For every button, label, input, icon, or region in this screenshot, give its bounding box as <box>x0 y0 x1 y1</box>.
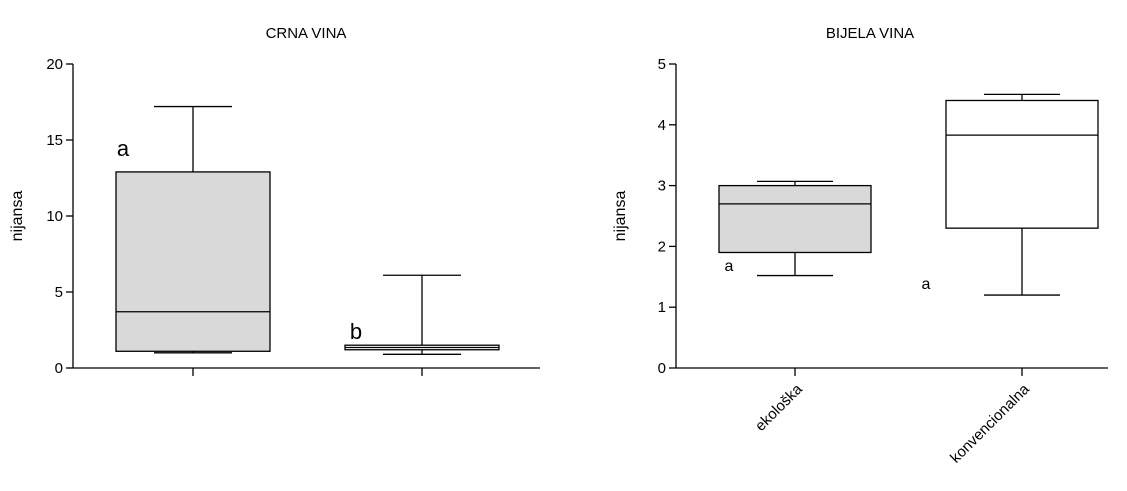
y-tick-label: 0 <box>55 360 63 377</box>
y-tick-label: 0 <box>658 360 666 377</box>
y-tick-label: 1 <box>658 299 666 316</box>
y-tick-label: 5 <box>658 56 666 73</box>
box-plot-1: a ekološka <box>718 180 872 435</box>
chart-title: CRNA VINA <box>266 25 347 42</box>
box-plot-1: a <box>115 105 271 376</box>
chart-crna-vina: CRNA VINA nijansa 0 5 10 15 20 a b <box>9 25 540 377</box>
chart-title: BIJELA VINA <box>826 25 914 42</box>
x-category-label: konvencionalna <box>947 380 1033 466</box>
iqr-box <box>115 171 271 352</box>
y-axis-label: nijansa <box>9 191 26 242</box>
significance-letter: a <box>725 258 734 275</box>
significance-letter: b <box>350 319 362 344</box>
y-tick-label: 4 <box>658 117 666 134</box>
y-tick-label: 10 <box>46 208 63 225</box>
x-category-label: ekološka <box>752 380 806 434</box>
iqr-box <box>945 99 1099 229</box>
chart-bijela-vina: BIJELA VINA nijansa 0 1 2 3 4 5 a ekološka a konv… <box>612 25 1108 467</box>
y-tick-label: 3 <box>658 178 666 195</box>
significance-letter: a <box>922 276 931 293</box>
y-tick-label: 20 <box>46 56 63 73</box>
y-tick-label: 5 <box>55 284 63 301</box>
y-tick-label: 15 <box>46 132 63 149</box>
box-plot-2: a konvencionalna <box>922 93 1099 467</box>
iqr-box <box>718 184 872 254</box>
y-axis-label: nijansa <box>612 191 629 242</box>
y-tick-label: 2 <box>658 238 666 255</box>
significance-letter: a <box>117 136 130 161</box>
box-plot-2: b <box>344 274 500 376</box>
